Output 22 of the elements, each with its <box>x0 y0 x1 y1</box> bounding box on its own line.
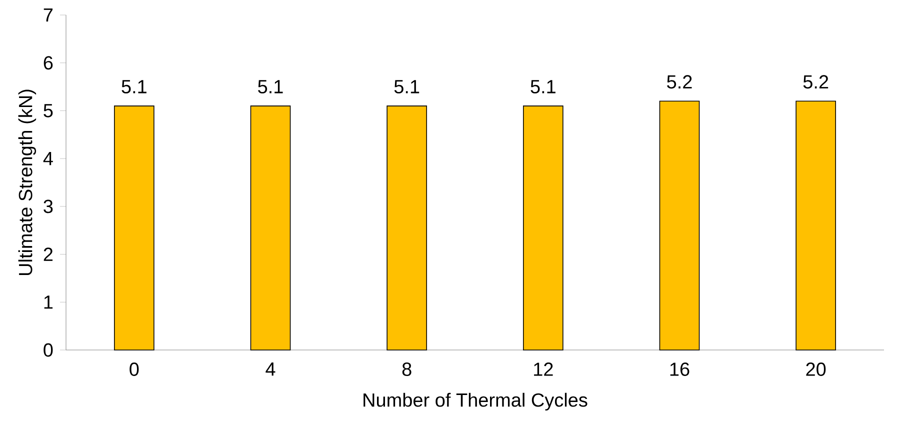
data-label: 5.2 <box>667 75 692 89</box>
x-axis-title: Number of Thermal Cycles <box>364 392 588 411</box>
data-label: 5.1 <box>394 80 420 94</box>
y-tick-label: 7 <box>44 8 53 22</box>
y-tick-label: 3 <box>44 200 53 214</box>
data-label: 5.1 <box>122 80 146 94</box>
y-tick-label: 2 <box>44 248 53 261</box>
x-tick-label: 0 <box>130 362 139 376</box>
y-tick-label: 1 <box>44 296 53 309</box>
x-tick-label: 8 <box>402 362 412 376</box>
y-tick-label: 5 <box>44 104 53 118</box>
y-tick-label: 6 <box>44 56 53 70</box>
y-axis-title: Ultimate Strength (kN) <box>18 90 36 276</box>
x-tick-label: 20 <box>806 362 826 376</box>
data-label: 5.2 <box>803 75 828 89</box>
y-tick-label: 0 <box>44 343 53 357</box>
y-tick-label: 4 <box>43 152 53 166</box>
data-label: 5.1 <box>258 80 283 94</box>
x-tick-label: 16 <box>670 362 690 376</box>
data-label: 5.1 <box>530 80 556 94</box>
x-tick-label: 12 <box>534 362 553 376</box>
x-tick-label: 4 <box>266 362 276 376</box>
